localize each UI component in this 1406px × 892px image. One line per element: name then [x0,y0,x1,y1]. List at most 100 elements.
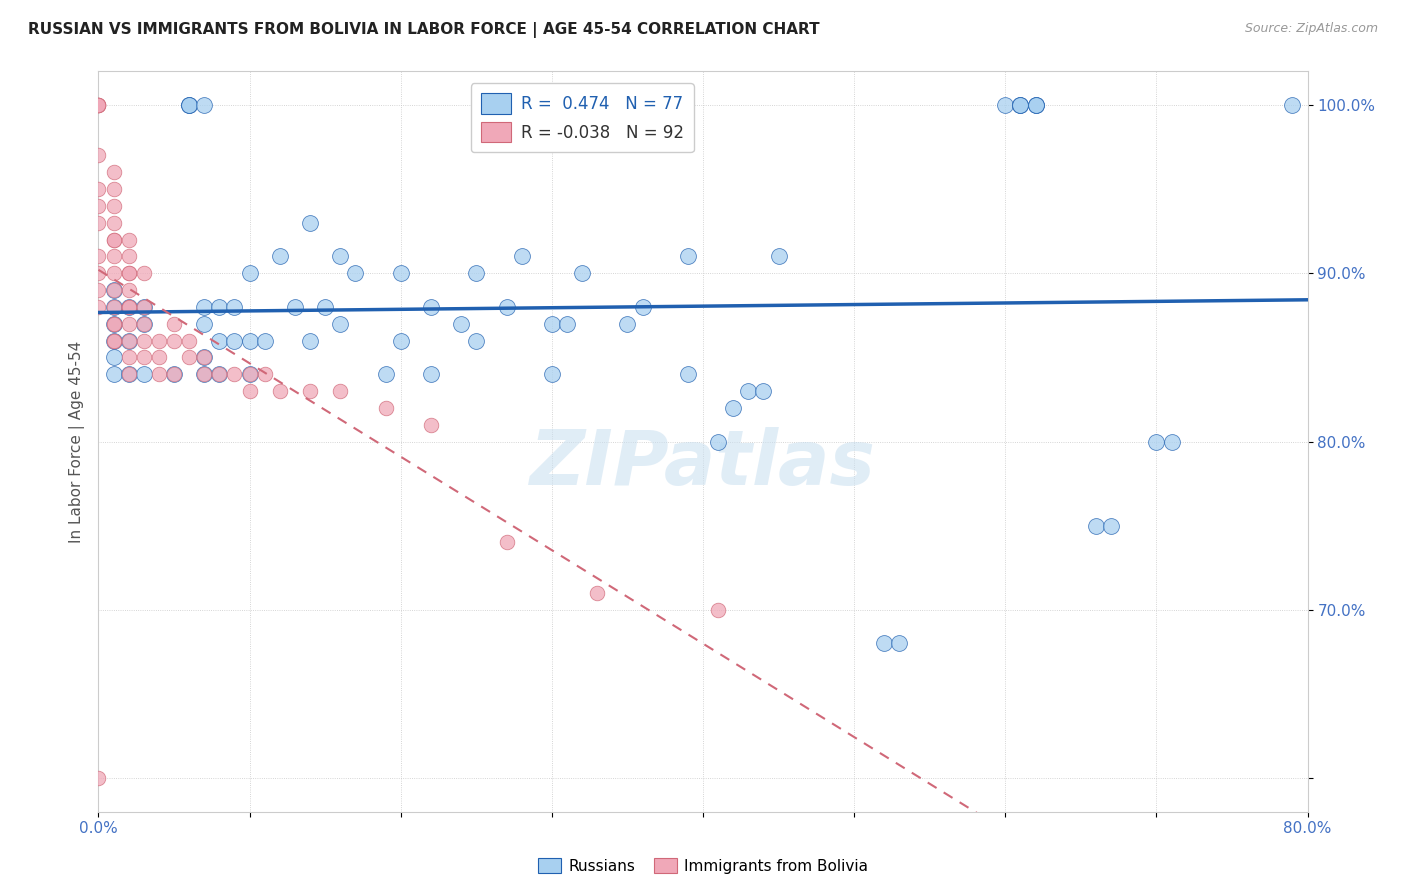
Point [118,351,141,365]
Point [163,368,186,382]
Point [314,300,336,314]
Point [87,98,110,112]
Point [132,368,155,382]
Point [118,300,141,314]
Point [103,351,125,365]
Point [707,603,730,617]
Point [676,249,699,263]
Point [103,182,125,196]
Point [208,368,231,382]
Point [87,98,110,112]
Point [87,249,110,263]
Point [193,351,215,365]
Point [495,300,517,314]
Point [103,317,125,331]
Point [208,300,231,314]
Point [631,300,654,314]
Point [586,586,609,600]
Point [344,266,367,280]
Point [179,334,201,348]
Text: RUSSIAN VS IMMIGRANTS FROM BOLIVIA IN LABOR FORCE | AGE 45-54 CORRELATION CHART: RUSSIAN VS IMMIGRANTS FROM BOLIVIA IN LA… [28,22,820,38]
Point [1144,434,1167,449]
Point [1024,98,1046,112]
Point [269,249,291,263]
Point [103,233,125,247]
Point [118,368,141,382]
Point [103,300,125,314]
Point [768,249,790,263]
Point [299,384,322,398]
Point [118,266,141,280]
Legend: R =  0.474   N = 77, R = -0.038   N = 92: R = 0.474 N = 77, R = -0.038 N = 92 [471,83,693,153]
Point [239,334,262,348]
Point [87,182,110,196]
Point [103,216,125,230]
Point [103,368,125,382]
Point [1010,98,1032,112]
Point [87,771,110,785]
Point [103,334,125,348]
Point [103,266,125,280]
Point [103,233,125,247]
Point [239,384,262,398]
Point [420,417,443,432]
Point [299,334,322,348]
Point [253,334,276,348]
Point [132,300,155,314]
Point [224,368,246,382]
Point [193,98,215,112]
Point [163,317,186,331]
Point [269,384,291,398]
Point [540,368,562,382]
Point [87,98,110,112]
Point [87,266,110,280]
Point [193,317,215,331]
Point [420,368,443,382]
Point [103,300,125,314]
Point [329,249,352,263]
Point [737,384,759,398]
Point [752,384,775,398]
Point [87,98,110,112]
Point [193,351,215,365]
Point [179,98,201,112]
Point [1010,98,1032,112]
Point [132,317,155,331]
Point [389,334,412,348]
Text: ZIPatlas: ZIPatlas [530,426,876,500]
Point [299,216,322,230]
Point [132,266,155,280]
Point [224,334,246,348]
Point [103,317,125,331]
Point [329,317,352,331]
Point [571,266,593,280]
Point [103,334,125,348]
Point [132,334,155,348]
Point [118,334,141,348]
Point [148,334,170,348]
Point [87,216,110,230]
Point [87,283,110,297]
Point [103,199,125,213]
Point [994,98,1017,112]
Point [118,368,141,382]
Point [224,300,246,314]
Point [239,368,262,382]
Point [723,401,745,415]
Point [193,368,215,382]
Point [148,368,170,382]
Point [540,317,562,331]
Point [329,384,352,398]
Point [87,199,110,213]
Point [118,249,141,263]
Legend: Russians, Immigrants from Bolivia: Russians, Immigrants from Bolivia [531,852,875,880]
Point [87,148,110,162]
Point [132,351,155,365]
Point [148,351,170,365]
Point [193,300,215,314]
Point [1160,434,1182,449]
Point [465,334,488,348]
Point [103,283,125,297]
Point [103,334,125,348]
Point [676,368,699,382]
